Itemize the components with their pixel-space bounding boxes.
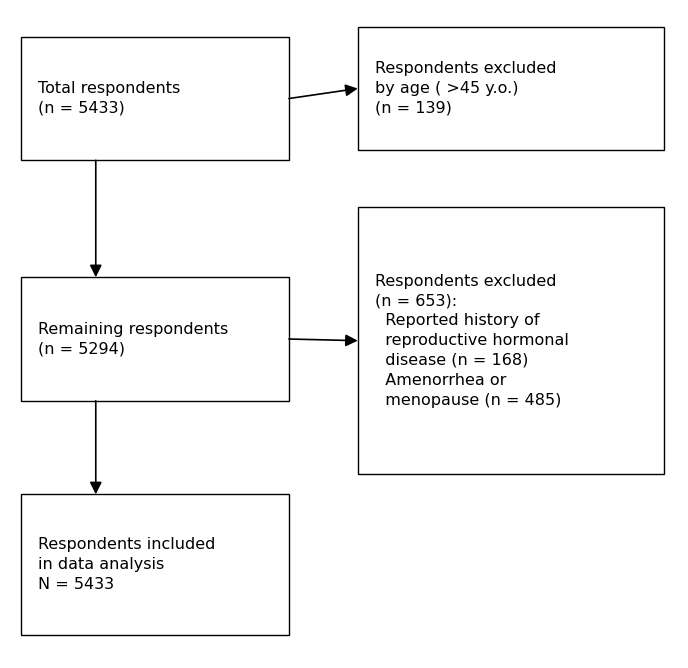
Text: Respondents excluded
(n = 653):
  Reported history of
  reproductive hormonal
  : Respondents excluded (n = 653): Reported… xyxy=(375,274,569,407)
Text: Respondents included
in data analysis
N = 5433: Respondents included in data analysis N … xyxy=(38,537,215,592)
FancyBboxPatch shape xyxy=(358,27,664,150)
FancyBboxPatch shape xyxy=(21,37,289,160)
FancyBboxPatch shape xyxy=(21,494,289,635)
FancyBboxPatch shape xyxy=(21,277,289,401)
Text: Total respondents
(n = 5433): Total respondents (n = 5433) xyxy=(38,81,180,116)
FancyBboxPatch shape xyxy=(358,207,664,474)
Text: Respondents excluded
by age ( >45 y.o.)
(n = 139): Respondents excluded by age ( >45 y.o.) … xyxy=(375,61,557,116)
Text: Remaining respondents
(n = 5294): Remaining respondents (n = 5294) xyxy=(38,321,228,357)
